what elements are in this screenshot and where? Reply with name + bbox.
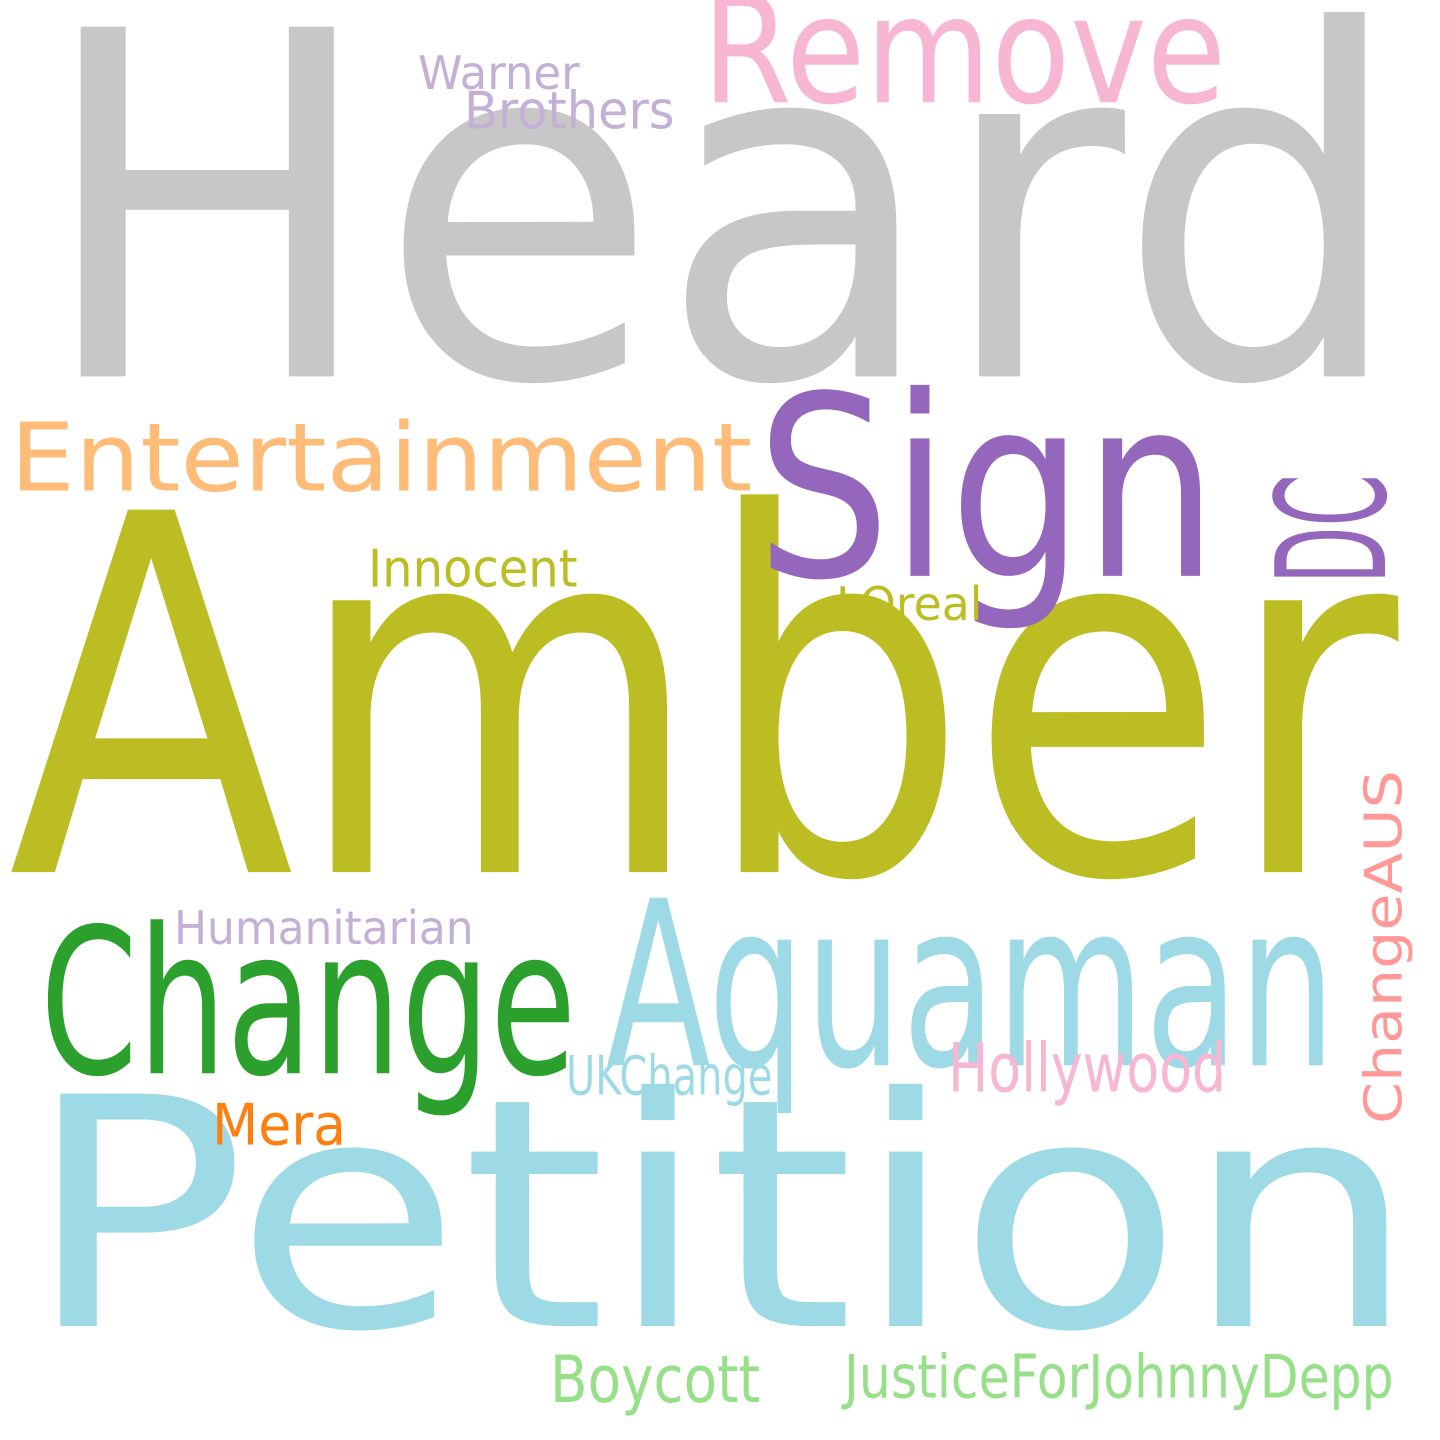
- word-sign: Sign: [756, 342, 1219, 636]
- word-humanitarian: Humanitarian: [174, 903, 474, 956]
- word-amber: Amber: [8, 409, 1399, 990]
- word-mera: Mera: [212, 1092, 347, 1159]
- word-justicefor: JusticeForJohnnyDepp: [844, 1343, 1394, 1413]
- word-brothers: Brothers: [464, 82, 675, 142]
- word-change: Change: [40, 887, 577, 1123]
- word-petition: Petition: [24, 1031, 1418, 1403]
- word-hollywood: Hollywood: [948, 1029, 1226, 1109]
- word-aquaman: Aquaman: [606, 853, 1336, 1121]
- word-ukchange: UKChange: [566, 1045, 773, 1108]
- word-remove: Remove: [702, 0, 1227, 139]
- word-dc: DC: [1244, 474, 1422, 584]
- word-warner: Warner: [418, 47, 580, 101]
- word-loreal: LOreal: [836, 579, 983, 632]
- word-innocent: Innocent: [368, 540, 578, 600]
- word-boycott: Boycott: [550, 1342, 761, 1418]
- word-entertainment: Entertainment: [10, 403, 753, 514]
- word-changeaus: ChangeAUS: [1353, 770, 1415, 1124]
- word-heard: Heard: [36, 0, 1407, 490]
